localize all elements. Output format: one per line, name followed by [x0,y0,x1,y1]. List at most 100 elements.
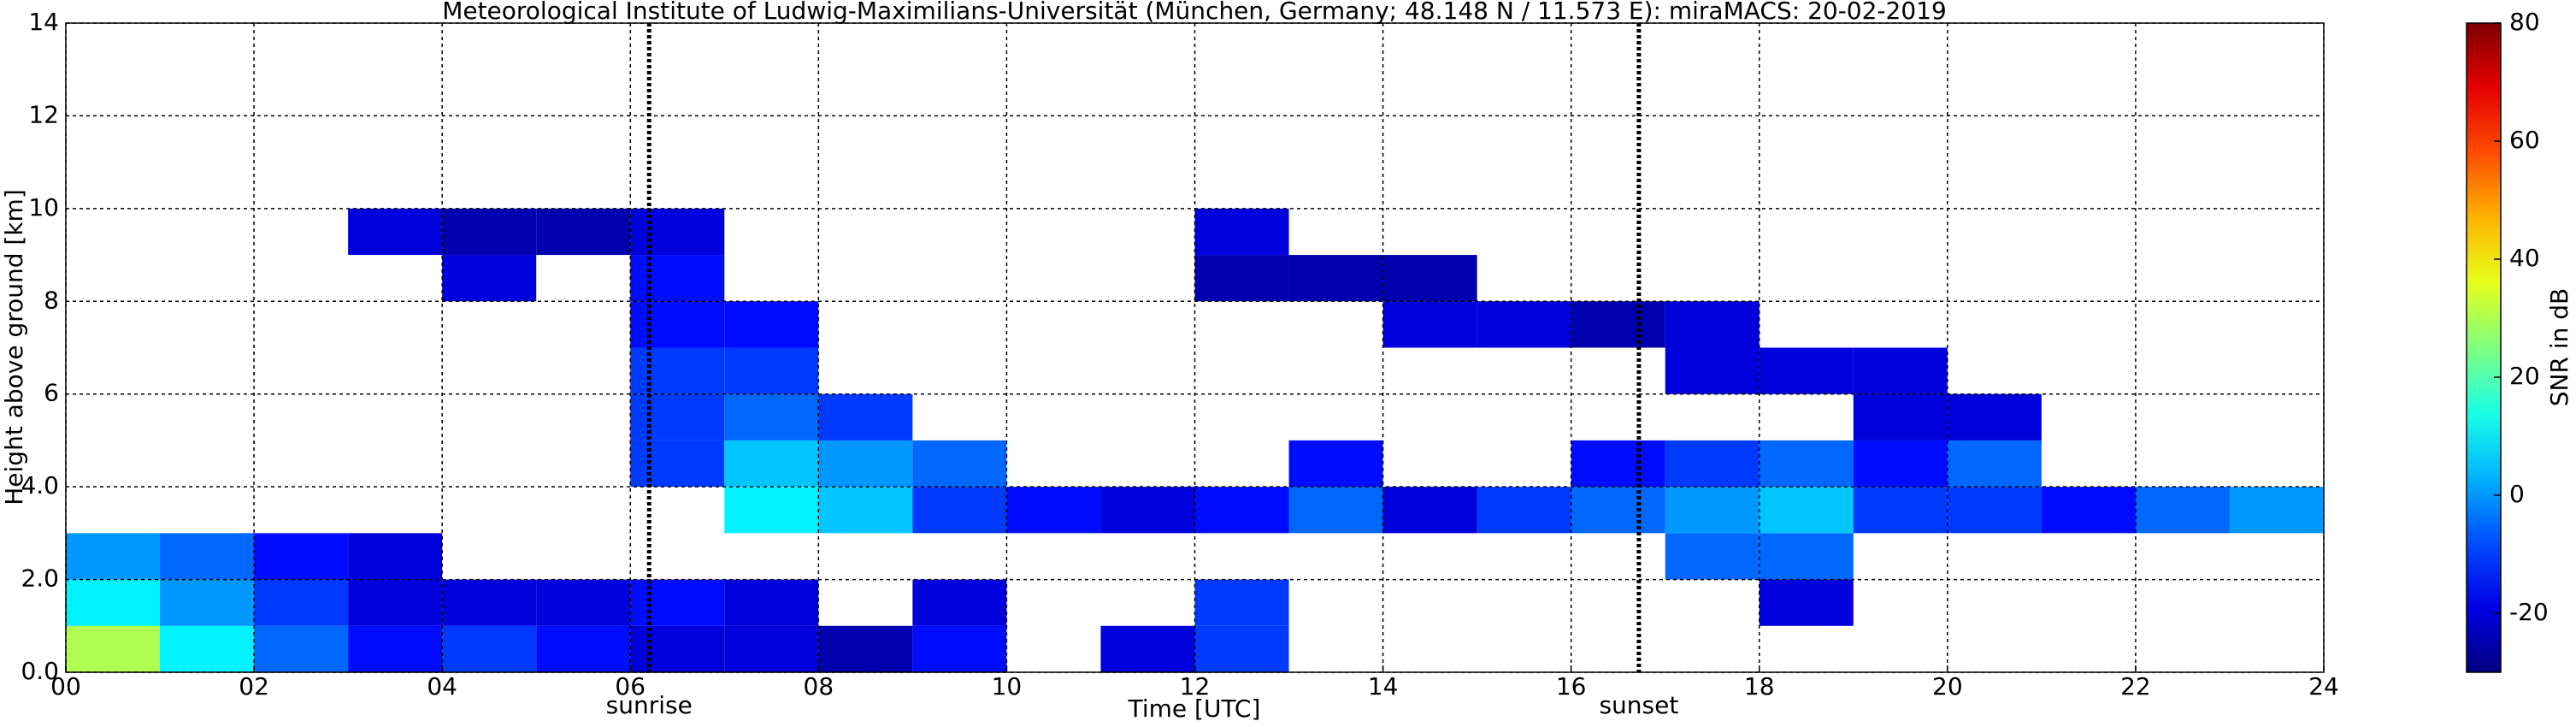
heatmap-cell [1288,487,1383,534]
heatmap-cell [1665,440,1760,488]
heatmap-cell [912,440,1007,488]
heatmap-cell [1194,579,1289,626]
x-axis-label: Time [UTC] [1128,694,1261,723]
heatmap-cell [818,440,913,488]
heatmap-cell [536,625,631,672]
heatmap-cell [724,487,819,534]
heatmap-cell [1006,487,1101,534]
heatmap-cell [348,579,443,626]
colorbar-label: SNR in dB [2545,288,2573,406]
annotation-label: sunset [1599,691,1678,719]
x-tick-label: 20 [1932,672,1963,700]
heatmap-cell [1477,301,1571,348]
heatmap-cell [1947,487,2042,534]
x-tick-label: 16 [1556,672,1587,700]
heatmap-cell [724,440,819,488]
colorbar [2466,22,2502,673]
heatmap-cell [912,625,1007,672]
heatmap-cell [348,208,443,256]
heatmap-cell [630,393,725,440]
heatmap-cell [818,393,913,440]
heatmap-cell [1571,440,1665,488]
colorbar-tick-label: 0 [2509,480,2525,508]
x-tick-label: 04 [427,672,457,700]
heatmap-cell [630,347,725,394]
y-tick-label: 12 [28,100,59,128]
heatmap-cell [1382,301,1477,348]
heatmap-cell [1759,579,1854,626]
heatmap-cell [1477,487,1571,534]
colorbar-tick-label: 60 [2509,126,2540,154]
x-tick-label: 08 [804,672,834,700]
colorbar-tick-label: 20 [2509,362,2540,390]
heatmap-cell [1947,393,2042,440]
heatmap-cell [254,625,349,672]
heatmap-cell [442,579,537,626]
heatmap-cell [2041,487,2136,534]
heatmap-cell [66,625,161,672]
heatmap-cell [1382,487,1477,534]
heatmap-cell [1100,625,1195,672]
heatmap-cell [1759,440,1854,488]
heatmap-cell [1194,487,1289,534]
heatmap-cell [442,625,537,672]
heatmap-cell [536,579,631,626]
y-tick-label: 14 [28,8,59,36]
y-tick-label: 8 [44,286,59,314]
heatmap-cell [912,579,1007,626]
annotation-label: sunrise [606,691,693,719]
plot-frame [65,22,2325,673]
colorbar-tick-label: 40 [2509,244,2540,272]
x-tick-label: 06 [615,672,645,700]
heatmap-cell [1288,440,1383,488]
x-tick-label: 12 [1180,672,1211,700]
heatmap-cell [1665,347,1760,394]
heatmap-cell [1665,301,1760,348]
heatmap-cell [724,301,819,348]
heatmap-cell [630,208,725,256]
heatmap-cell [630,579,725,626]
y-tick-label: 2.0 [21,564,59,593]
heatmap-cell [2229,487,2324,534]
heatmap-cell [818,625,913,672]
heatmap-cell [442,255,537,302]
heatmap-cell [1194,208,1289,256]
heatmap-cell [254,533,349,580]
y-axis-label: Height above ground [km] [0,189,28,505]
heatmap-cell [1288,255,1383,302]
heatmap-cell [1759,533,1854,580]
heatmap-cell [724,393,819,440]
heatmap-cell [66,533,161,580]
colorbar-tick-label: 80 [2509,8,2540,36]
heatmap-cell [818,487,913,534]
y-tick-label: 4.0 [21,471,59,499]
heatmap-cell [536,208,631,256]
x-tick-label: 18 [1744,672,1775,700]
heatmap-cell [1194,255,1289,302]
heatmap-cell [1100,487,1195,534]
heatmap-cell [1853,487,1948,534]
heatmap-cell [254,579,349,626]
heatmap-cell [630,440,725,488]
heatmap-cell [348,625,443,672]
heatmap-cell [1194,625,1289,672]
x-tick-label: 02 [239,672,269,700]
chart-title: Meteorological Institute of Ludwig-Maxim… [442,0,1947,25]
x-tick-label: 22 [2120,672,2151,700]
heatmap-cell [724,625,819,672]
heatmap-cell [66,579,161,626]
heatmap-cell [1947,440,2042,488]
y-tick-label: 10 [28,193,59,222]
y-tick-label: 0.0 [21,657,59,685]
heatmap-cell [630,301,725,348]
heatmap-cell [160,625,255,672]
heatmap-cell [630,255,725,302]
heatmap-cell [1665,487,1760,534]
heatmap-cell [1382,255,1477,302]
heatmap-cell [724,579,819,626]
y-tick-label: 6 [44,379,59,407]
heatmap-cell [348,533,443,580]
x-tick-label: 00 [50,672,81,700]
